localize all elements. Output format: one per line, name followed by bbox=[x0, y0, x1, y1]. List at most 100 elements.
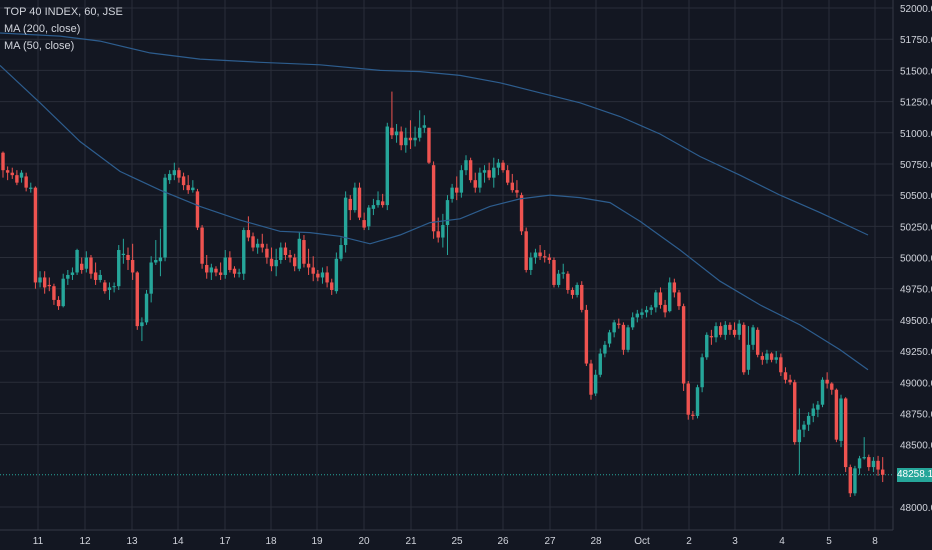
candle-body bbox=[56, 299, 61, 307]
candle-up bbox=[38, 271, 42, 288]
candle-body bbox=[422, 125, 427, 128]
x-tick-label: 20 bbox=[358, 536, 370, 547]
candle-body bbox=[783, 372, 788, 380]
candle-down bbox=[881, 457, 885, 483]
candle-body bbox=[209, 267, 214, 273]
candle-body bbox=[404, 137, 408, 146]
candle-up bbox=[630, 312, 635, 330]
candle-down bbox=[330, 278, 334, 295]
candle-body bbox=[668, 282, 672, 312]
candle-body bbox=[154, 259, 158, 263]
candle-up bbox=[445, 195, 450, 256]
candle-body bbox=[677, 292, 681, 307]
candle-down bbox=[505, 165, 510, 186]
candle-up bbox=[149, 256, 153, 303]
candle-body bbox=[61, 278, 65, 307]
candle-body bbox=[686, 383, 690, 415]
x-tick-label: 26 bbox=[497, 536, 509, 547]
candle-body bbox=[876, 460, 880, 470]
candle-body bbox=[607, 332, 612, 344]
candle-body bbox=[418, 127, 422, 138]
x-tick-label: 25 bbox=[451, 536, 463, 547]
candle-body bbox=[728, 324, 732, 330]
candle-body bbox=[765, 353, 769, 360]
candle-body bbox=[853, 468, 857, 494]
candle-up bbox=[482, 165, 487, 183]
candle-down bbox=[52, 283, 56, 305]
candle-up bbox=[723, 321, 727, 340]
candle-up bbox=[575, 282, 579, 298]
candle-body bbox=[839, 398, 843, 441]
candle-body bbox=[510, 182, 514, 191]
candle-body bbox=[468, 160, 473, 181]
candle-up bbox=[746, 326, 751, 375]
candle-down bbox=[793, 379, 797, 445]
candle-up bbox=[464, 155, 468, 176]
y-tick-label: 52000.00 bbox=[900, 4, 932, 15]
candle-body bbox=[848, 467, 852, 494]
candle-up bbox=[385, 122, 389, 211]
candle-body bbox=[556, 273, 561, 285]
candle-down bbox=[663, 299, 667, 318]
candle-body bbox=[232, 268, 237, 274]
candle-body bbox=[441, 225, 445, 238]
candle-up bbox=[640, 308, 644, 319]
candle-body bbox=[746, 344, 751, 370]
candle-body bbox=[42, 277, 47, 288]
candle-down bbox=[177, 167, 181, 183]
candle-down bbox=[524, 227, 528, 273]
legend-title: TOP 40 INDEX, 60, JSE bbox=[4, 6, 123, 18]
candle-down bbox=[218, 262, 223, 280]
candle-up bbox=[70, 267, 75, 280]
candle-up bbox=[61, 273, 65, 308]
x-tick-label: 28 bbox=[590, 536, 602, 547]
candle-down bbox=[200, 225, 204, 269]
candle-up bbox=[121, 238, 126, 264]
candle-down bbox=[547, 253, 552, 264]
candle-down bbox=[15, 170, 19, 186]
candle-body bbox=[242, 230, 246, 274]
candle-body bbox=[19, 172, 24, 178]
candle-body bbox=[135, 272, 139, 327]
candle-body bbox=[172, 170, 177, 176]
candles bbox=[1, 91, 885, 498]
candle-down bbox=[691, 410, 695, 420]
candle-body bbox=[672, 282, 677, 293]
candle-body bbox=[862, 457, 866, 459]
candle-down bbox=[33, 186, 38, 289]
candle-body bbox=[714, 326, 718, 338]
candle-up bbox=[371, 198, 376, 216]
candle-body bbox=[394, 131, 399, 136]
candle-up bbox=[343, 191, 348, 253]
candle-down bbox=[709, 329, 714, 345]
candle-down bbox=[205, 255, 209, 279]
candle-down bbox=[399, 126, 403, 151]
candle-body bbox=[177, 170, 181, 178]
candle-body bbox=[348, 198, 352, 211]
candle-up bbox=[700, 353, 704, 393]
candle-body bbox=[144, 293, 149, 323]
candle-body bbox=[834, 389, 839, 440]
candle-body bbox=[306, 263, 311, 268]
candle-body bbox=[330, 282, 334, 290]
candle-body bbox=[774, 357, 778, 360]
candle-down bbox=[292, 253, 297, 272]
last-price-badge: 48258.14 bbox=[897, 467, 932, 482]
candle-body bbox=[709, 336, 714, 338]
candle-down bbox=[316, 269, 320, 282]
candle-up bbox=[209, 263, 214, 280]
candle-up bbox=[279, 242, 283, 264]
candle-body bbox=[663, 304, 667, 313]
candle-up bbox=[802, 420, 806, 438]
candle-body bbox=[274, 259, 278, 267]
candle-body bbox=[760, 356, 765, 360]
candle-down bbox=[848, 464, 852, 498]
candle-down bbox=[621, 322, 626, 355]
candle-body bbox=[843, 398, 848, 468]
candle-body bbox=[505, 170, 510, 183]
candle-down bbox=[181, 172, 186, 191]
candle-up bbox=[459, 165, 464, 198]
candle-body bbox=[598, 353, 602, 375]
